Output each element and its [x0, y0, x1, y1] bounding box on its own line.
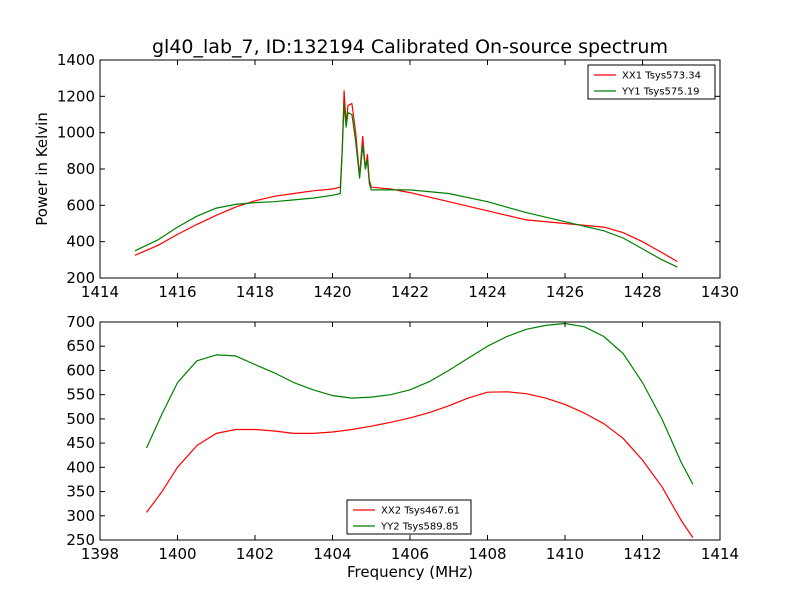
y-tick-label: 400	[66, 233, 95, 251]
legend-label: YY2 Tsys589.85	[380, 522, 459, 533]
y-tick-label: 350	[66, 483, 95, 501]
y-tick-label: 600	[66, 361, 95, 379]
x-tick-label: 1404	[313, 545, 351, 563]
series-line-2	[145, 322, 694, 485]
x-tick-label: 1414	[701, 545, 739, 563]
x-tick-label: 1422	[391, 283, 429, 301]
y-tick-label: 200	[66, 269, 95, 287]
x-tick-label: 1424	[468, 283, 506, 301]
x-tick-label: 1410	[546, 545, 584, 563]
legend-label: XX2 Tsys467.61	[381, 506, 460, 517]
y-tick-label: 450	[66, 434, 95, 452]
y-tick-label: 550	[66, 386, 95, 404]
series-line-1	[146, 391, 694, 538]
y-tick-label: 650	[66, 337, 95, 355]
y-tick-label: 250	[66, 531, 95, 549]
x-tick-label: 1406	[391, 545, 429, 563]
y-tick-label: 700	[66, 313, 95, 331]
x-tick-label: 1416	[158, 283, 196, 301]
y-tick-label: 1000	[57, 124, 95, 142]
x-tick-label: 1414	[81, 283, 119, 301]
x-tick-label: 1408	[468, 545, 506, 563]
x-tick-label: 1426	[546, 283, 584, 301]
y-tick-label: 600	[66, 196, 95, 214]
legend-label: XX1 Tsys573.34	[622, 71, 701, 82]
y-tick-label: 500	[66, 410, 95, 428]
x-tick-label: 1412	[623, 545, 661, 563]
x-tick-label: 1398	[81, 545, 119, 563]
figure-title: gl40_lab_7, ID:132194 Calibrated On-sour…	[152, 36, 668, 58]
top-panel: 1414 1416 1418 1420 1422 1424 1426 1428 1430 200 4…	[57, 51, 739, 301]
bottom-panel: 1398 1400 1402 1404 1406 1408 1410 1412 1414 250 3…	[66, 313, 739, 563]
x-tick-label: 1400	[158, 545, 196, 563]
bottom-x-axis-label: Frequency (MHz)	[347, 563, 473, 581]
legend-box	[587, 64, 716, 100]
x-tick-label: 1430	[701, 283, 739, 301]
x-tick-label: 1428	[623, 283, 661, 301]
y-tick-label: 400	[66, 458, 95, 476]
top-y-axis-label: Power in Kelvin	[33, 112, 51, 226]
x-tick-label: 1418	[236, 283, 274, 301]
x-tick-label: 1402	[236, 545, 274, 563]
y-tick-label: 1200	[57, 87, 95, 105]
legend-label: YY1 Tsys575.19	[621, 87, 700, 98]
y-tick-label: 800	[66, 160, 95, 178]
x-tick-label: 1420	[313, 283, 351, 301]
series-line-2	[134, 103, 678, 268]
y-tick-label: 1400	[57, 51, 95, 69]
legend-box	[346, 499, 472, 535]
y-tick-label: 300	[66, 507, 95, 525]
